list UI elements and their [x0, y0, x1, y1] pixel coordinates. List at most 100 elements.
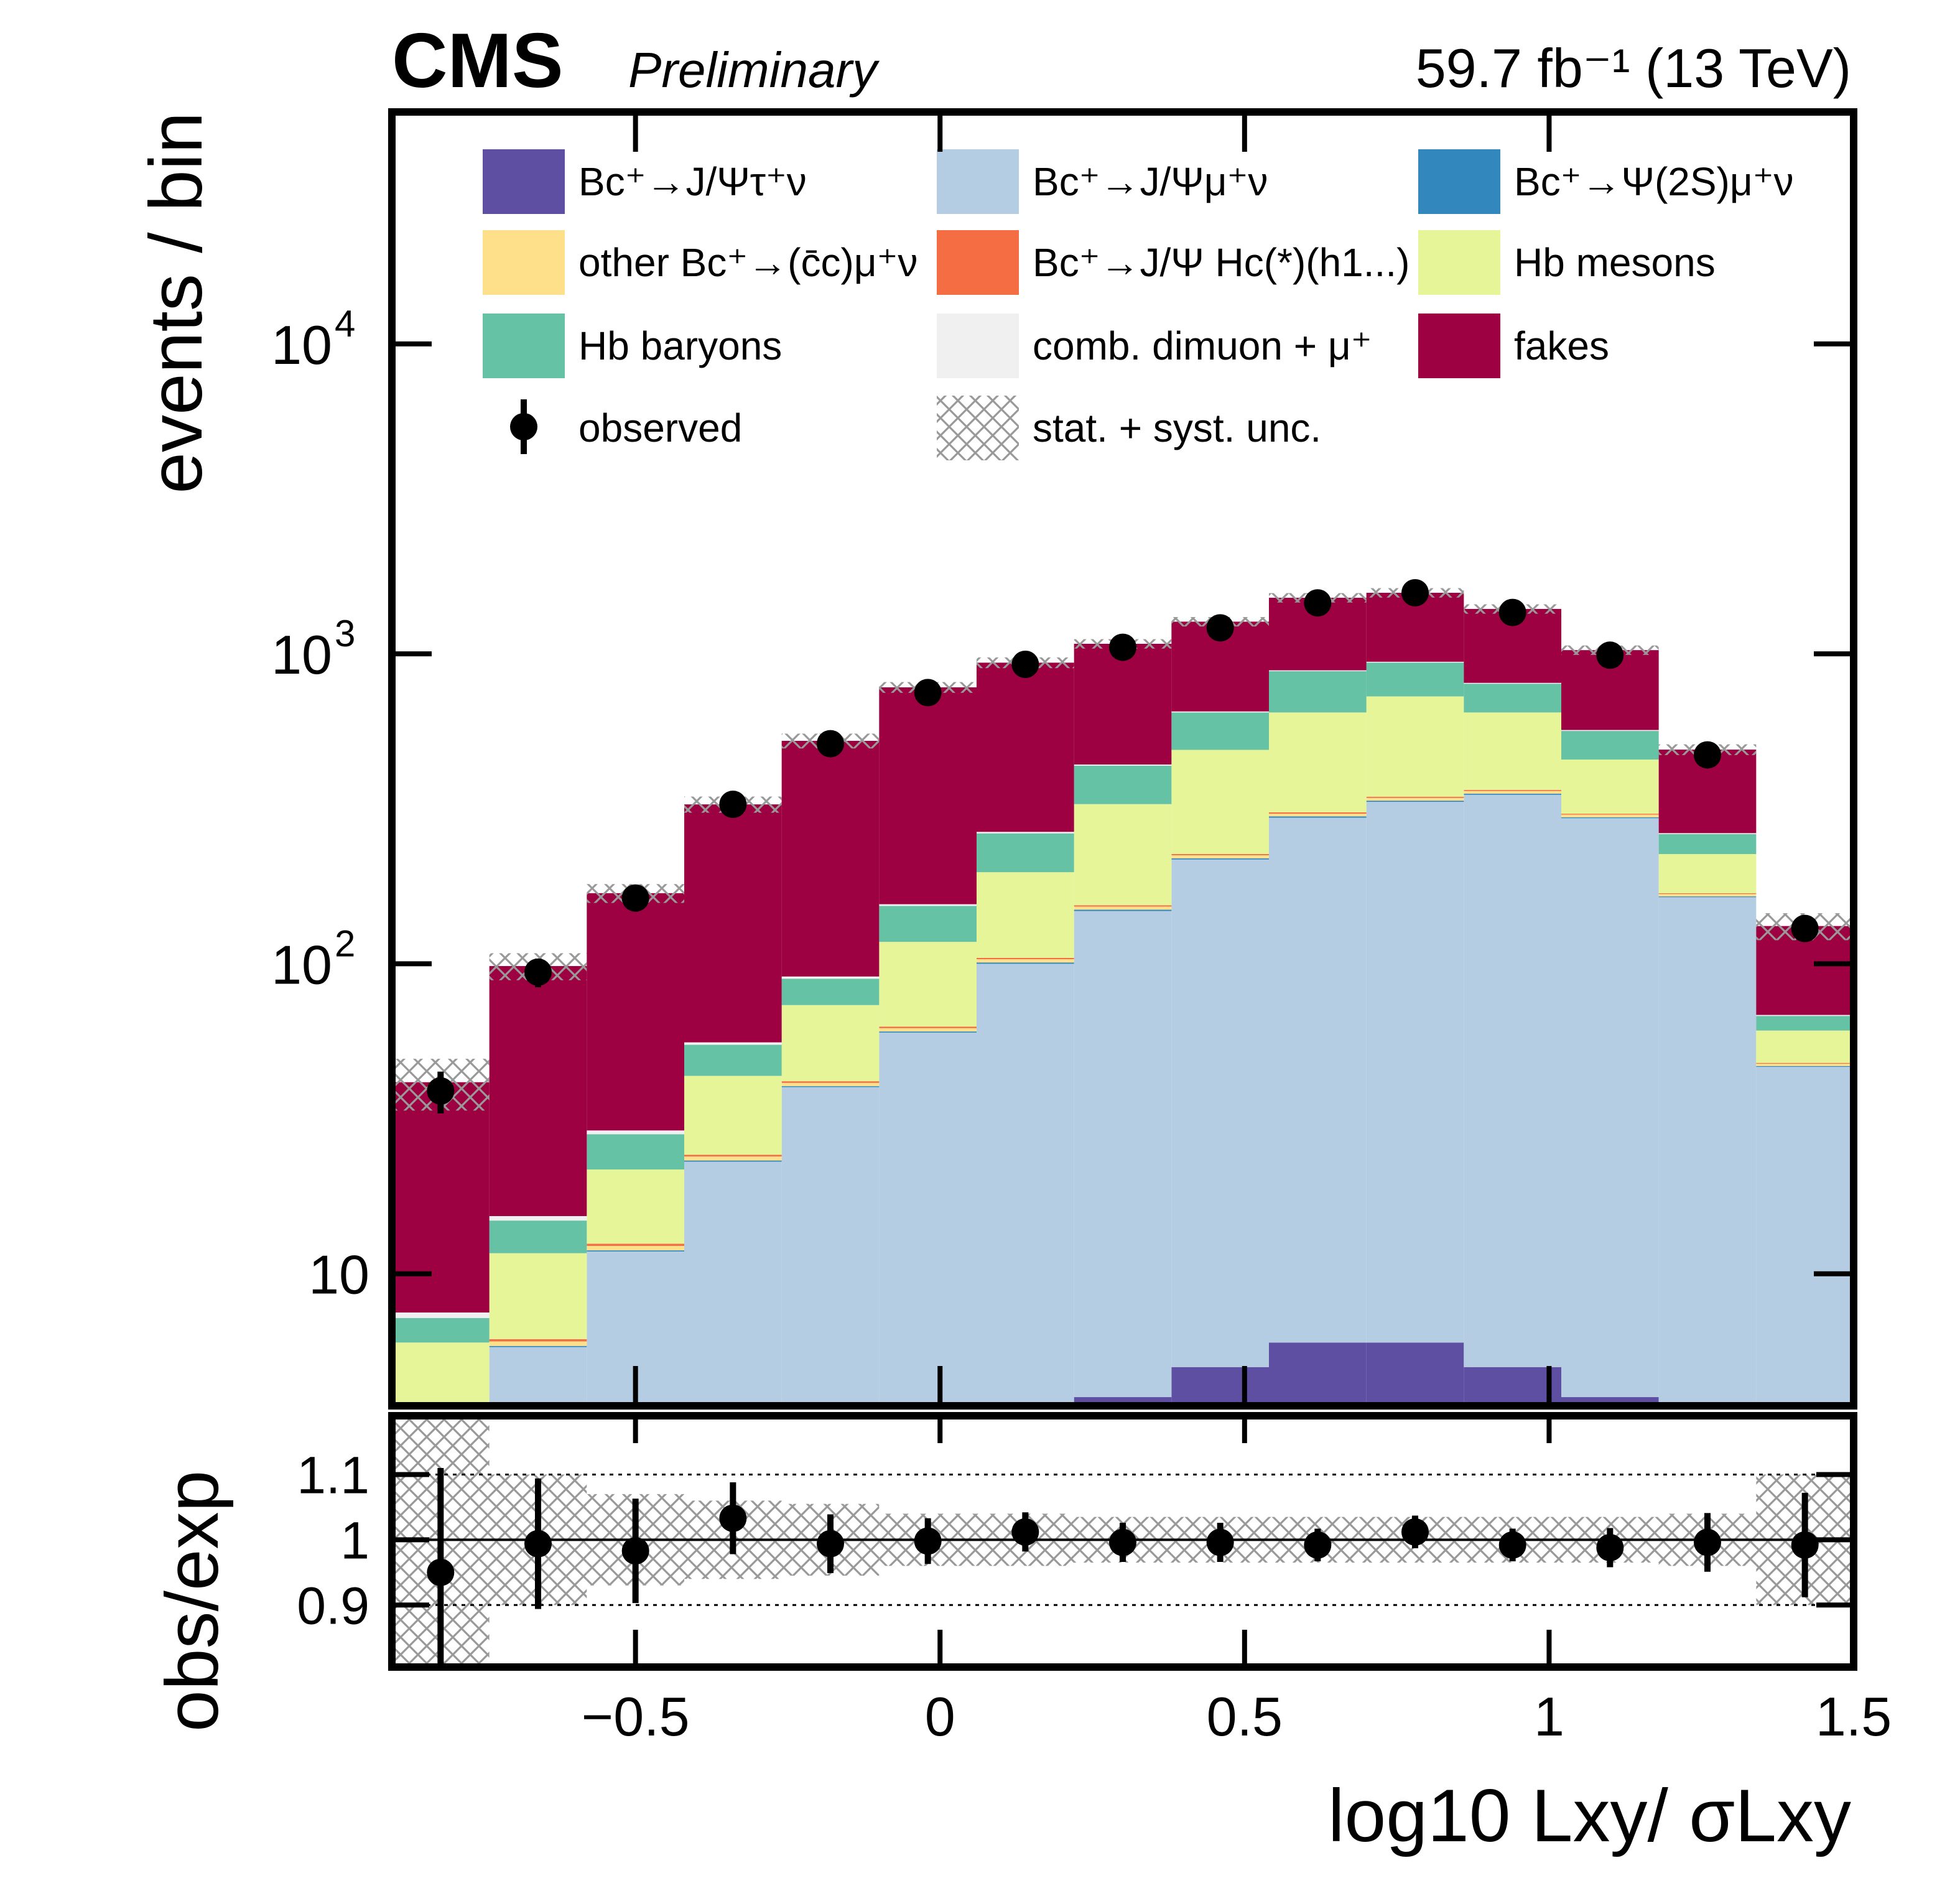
stack-segment [1366, 797, 1464, 801]
subtitle: Preliminary [628, 42, 880, 98]
x-tick-label: 0.5 [1207, 1686, 1283, 1747]
observed-point [817, 730, 844, 758]
stack-segment [684, 1156, 782, 1161]
observed-point [1791, 914, 1819, 942]
observed-point [427, 1077, 455, 1105]
stack-segment [392, 1312, 490, 1318]
stack-segment [879, 1026, 977, 1028]
stack-segment [392, 1082, 490, 1313]
stack-segment [781, 1082, 880, 1087]
lumi: 59.7 fb⁻¹ (13 TeV) [1416, 37, 1851, 99]
stack-segment [1658, 897, 1757, 1406]
ratio-point [621, 1537, 649, 1565]
y-tick-label: 10 [271, 314, 332, 376]
stack-segment [1171, 711, 1269, 713]
stack-segment [1464, 712, 1561, 790]
y-tick-label: 10 [309, 1244, 369, 1306]
stack-segment [781, 1081, 880, 1083]
stack-segment [1756, 1066, 1854, 1067]
y-tick-label: 1 [340, 1511, 369, 1569]
x-tick-label: 0 [925, 1686, 955, 1747]
stack-segment [1269, 817, 1367, 1343]
stack-segment [1074, 911, 1172, 1398]
stack-segment [781, 976, 880, 979]
stack-segment [1756, 1064, 1854, 1066]
stack-segment [781, 978, 880, 1005]
stack-segment [684, 1155, 782, 1157]
stack-segment [977, 872, 1074, 958]
stack-segment [1756, 1030, 1854, 1063]
stack-segment [977, 957, 1074, 959]
legend-swatch [483, 149, 565, 214]
stack-segment [489, 1341, 587, 1346]
stack-segment [489, 1215, 587, 1221]
observed-point [1694, 741, 1721, 769]
observed-point [1401, 578, 1429, 606]
stack-segment [489, 1253, 587, 1339]
stack-segment [1464, 789, 1561, 791]
stack-segment [684, 1076, 782, 1155]
legend-label: Bc⁺→J/Ψτ⁺ν [578, 159, 807, 204]
stack-segment [1171, 853, 1269, 855]
legend-label: observed [578, 406, 742, 450]
stack-segment [489, 1339, 587, 1342]
stack-segment [1074, 909, 1172, 911]
stack-segment [1561, 731, 1659, 760]
legend-swatch [1418, 149, 1500, 214]
stack-segment [879, 1031, 977, 1033]
legend-swatch [937, 314, 1019, 378]
stack-segment [587, 1245, 684, 1251]
stack-segment [1269, 712, 1367, 812]
stack-segment [489, 1345, 587, 1347]
title: CMS [392, 18, 564, 104]
legend-label: stat. + syst. unc. [1033, 406, 1321, 450]
stack-segment [1464, 682, 1561, 684]
frame [388, 1412, 1857, 1671]
observed-point [1596, 641, 1624, 669]
main-plot [392, 578, 1854, 1406]
stack-segment [684, 1044, 782, 1076]
observed-point [719, 791, 747, 819]
ratio-point [1011, 1518, 1039, 1546]
stack-segment [781, 1086, 880, 1087]
legend-label: Hb baryons [578, 323, 782, 368]
stack-segment [1561, 760, 1659, 814]
stack-segment [1269, 814, 1367, 817]
stack-segment [587, 1243, 684, 1246]
stack-segment [879, 942, 977, 1027]
legend-label: Bc⁺→Ψ(2S)μ⁺ν [1514, 159, 1794, 204]
stack-segment [587, 1134, 684, 1170]
stack-segment [879, 1032, 977, 1406]
stack-segment [1366, 1342, 1464, 1406]
stack-segment [1171, 858, 1269, 860]
stack-segment [392, 1317, 490, 1343]
stack-segment [1464, 1367, 1561, 1406]
ratio-point [1498, 1531, 1526, 1559]
stack-segment [1366, 801, 1464, 802]
legend-label: Hb mesons [1514, 240, 1716, 285]
stack-segment [879, 904, 977, 906]
y-tick-label: 10 [271, 934, 332, 995]
legend-swatch [483, 314, 565, 378]
y-tick-label: 0.9 [297, 1576, 369, 1635]
observed-point [524, 958, 552, 986]
stack-segment [1658, 894, 1757, 897]
stack-segment [1171, 1367, 1269, 1406]
stack-segment [1756, 1015, 1854, 1016]
ratio-point [1109, 1528, 1136, 1556]
y-tick-exponent: 3 [335, 613, 355, 654]
y-tick-label: 10 [271, 624, 332, 685]
axes: Bc⁺→J/Ψτ⁺ν Bc⁺→J/Ψμ⁺ν Bc⁺→Ψ(2S)μ⁺ν other Bc… [271, 108, 1892, 1747]
stack-segment [1658, 853, 1757, 893]
observed-point [914, 679, 942, 707]
stack-segment [1171, 712, 1269, 750]
stack-segment [781, 1087, 880, 1406]
y-tick-exponent: 4 [335, 303, 355, 345]
ratio-point [1304, 1531, 1332, 1559]
y-tick-exponent: 2 [335, 922, 355, 964]
stack-segment [1464, 794, 1561, 1367]
ratio-point [1791, 1531, 1819, 1559]
ratio-point [1694, 1528, 1721, 1556]
ratio-point [427, 1558, 455, 1586]
